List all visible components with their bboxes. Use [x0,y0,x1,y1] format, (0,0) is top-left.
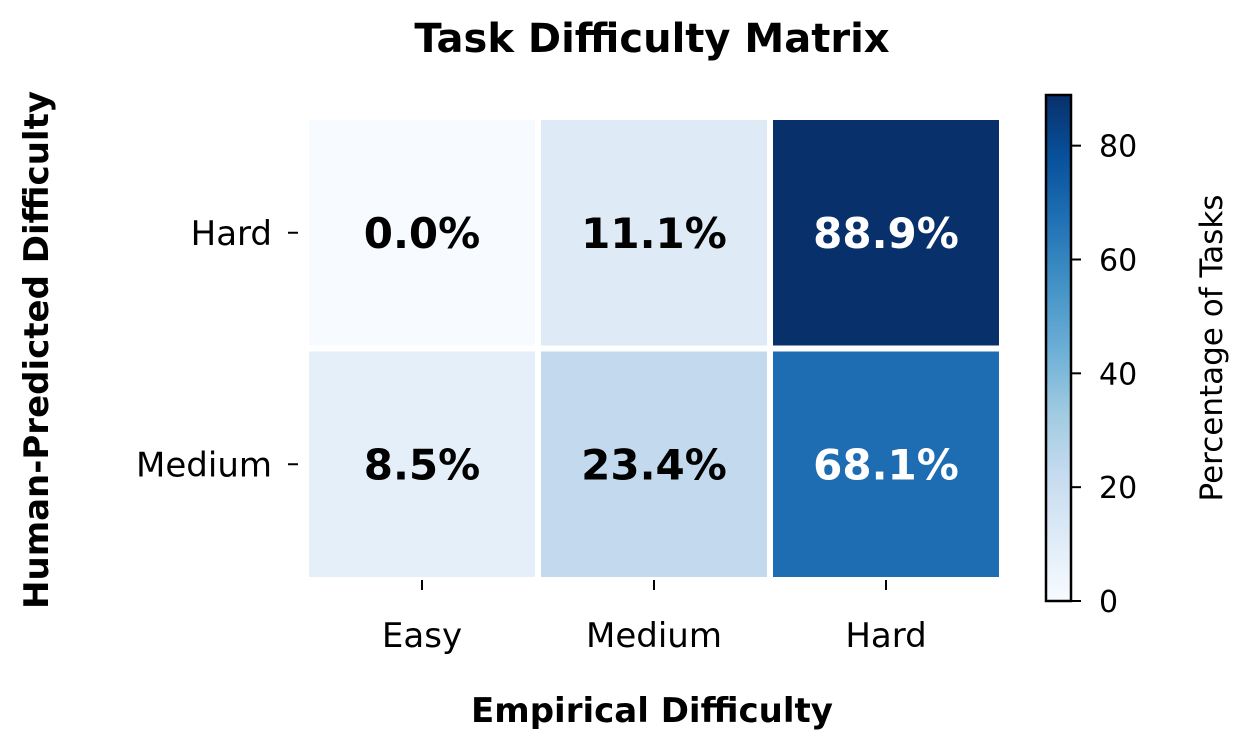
y-axis-label: Human-Predicted Difficulty [17,91,57,609]
colorbar-scale [1044,93,1073,603]
colorbar-ticks: 0 20 40 60 80 [1071,130,1137,620]
colorbar-tick-label: 60 [1099,243,1137,278]
x-tick-label: Hard [845,616,926,656]
heatmap-cell [303,114,541,352]
colorbar-label: Percentage of Tasks [1194,194,1230,501]
x-tick-label: Easy [382,616,462,656]
cell-value-label: 88.9% [813,209,959,258]
colorbar-tick-label: 80 [1099,130,1137,165]
cell-value-label: 11.1% [581,209,727,258]
cell-value-label: 8.5% [364,440,480,489]
cell-value-label: 23.4% [581,440,727,489]
y-tick-label: Medium [136,445,272,485]
heatmap-cell [535,114,773,352]
x-tick-label: Medium [586,616,722,656]
cell-value-label: 68.1% [813,440,959,489]
colorbar: 0 20 40 60 80 Percentage of Tasks [1044,93,1230,620]
heatmap-cells [303,114,1005,583]
x-axis: Easy Medium Hard [382,580,927,656]
colorbar-tick-label: 40 [1099,357,1137,392]
heatmap-cell-labels: 0.0% 11.1% 88.9% 8.5% 23.4% 68.1% [364,209,959,490]
x-axis-label: Empirical Difficulty [471,691,833,731]
chart-title: Task Difficulty Matrix [414,16,889,62]
colorbar-tick-label: 0 [1099,585,1118,620]
colorbar-tick-label: 20 [1099,471,1137,506]
y-axis: Hard Medium [136,214,298,485]
y-tick-label: Hard [191,214,272,254]
cell-value-label: 0.0% [364,209,480,258]
heatmap-cell [767,345,1005,583]
